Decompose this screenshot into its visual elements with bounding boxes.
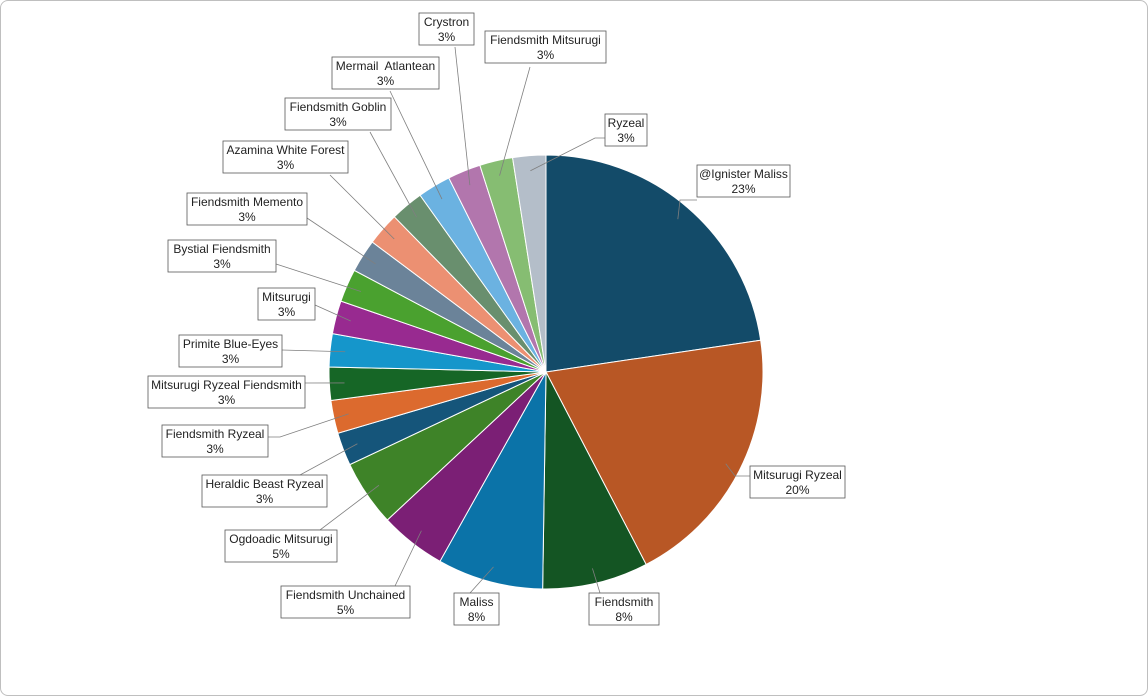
slice-label: Mitsurugi Ryzeal <box>753 468 842 482</box>
callout-box <box>222 140 349 174</box>
slice-percent: 3% <box>617 131 635 145</box>
slice-percent: 3% <box>329 115 347 129</box>
callout-box <box>604 113 648 147</box>
leader-line-ignister-maliss <box>677 199 697 220</box>
callout-box <box>696 164 791 198</box>
slice-label: Maliss <box>459 595 493 609</box>
leader-line-fiendsmith-memento <box>306 217 376 265</box>
pie-slice-fiendsmith <box>542 371 647 590</box>
callout-box <box>418 12 475 46</box>
callout-box <box>167 239 277 273</box>
callout-box <box>284 97 392 131</box>
slice-label: Ogdoadic Mitsurugi <box>229 532 332 546</box>
leader-line-fiendsmith-mitsurugi <box>499 66 531 176</box>
slice-label: Mitsurugi Ryzeal Fiendsmith <box>151 378 302 392</box>
slice-percent: 20% <box>785 483 809 497</box>
callout-box <box>257 287 316 321</box>
callout-box <box>147 375 306 409</box>
slice-label: Fiendsmith Mitsurugi <box>490 33 601 47</box>
callout-box <box>484 30 607 64</box>
callout-box <box>161 424 269 458</box>
slice-label: Fiendsmith <box>595 595 654 609</box>
leader-line-fiendsmith-ryzeal <box>268 413 349 438</box>
slice-percent: 8% <box>468 610 486 624</box>
slice-percent: 3% <box>438 30 456 44</box>
leader-line-ryzeal <box>530 137 605 172</box>
slice-percent: 3% <box>238 210 256 224</box>
slice-percent: 23% <box>731 182 755 196</box>
slice-label: Bystial Fiendsmith <box>173 242 270 256</box>
leader-line-azamina-white-forest <box>329 174 395 240</box>
slice-percent: 3% <box>277 158 295 172</box>
leader-line-mitsurugi-ryzeal <box>725 463 750 477</box>
slice-label: Ryzeal <box>608 116 645 130</box>
slice-label: Fiendsmith Ryzeal <box>166 427 265 441</box>
leader-line-fiendsmith <box>592 568 601 594</box>
callout-box <box>588 592 660 626</box>
slice-percent: 3% <box>256 492 274 506</box>
callout-box <box>186 192 308 226</box>
slice-label: Fiendsmith Memento <box>191 195 303 209</box>
callout-box <box>224 529 338 563</box>
slice-label: Fiendsmith Unchained <box>286 588 405 602</box>
leader-line-mermail-atlantean <box>389 90 443 200</box>
pie-slices <box>328 154 764 590</box>
slice-label: Crystron <box>424 15 469 29</box>
slice-percent: 3% <box>218 393 236 407</box>
callout-box <box>749 465 846 499</box>
slice-percent: 3% <box>377 74 395 88</box>
slice-percent: 5% <box>272 547 290 561</box>
pie-slice-mitsurugi-ryzeal <box>545 339 764 566</box>
callout-box <box>201 474 328 508</box>
leader-line-crystron <box>454 46 471 186</box>
slice-percent: 5% <box>337 603 355 617</box>
pie-slice-ignister-maliss <box>545 154 762 373</box>
slice-label: Mitsurugi <box>262 290 311 304</box>
slice-label: @Ignister Maliss <box>699 167 788 181</box>
leader-line-primite-blue-eyes <box>281 349 346 353</box>
slice-percent: 3% <box>278 305 296 319</box>
leader-line-maliss <box>469 566 494 594</box>
callout-box <box>453 592 500 626</box>
leader-line-bystial-fiendsmith <box>275 263 362 292</box>
slice-label: Azamina White Forest <box>226 143 345 157</box>
slice-label: Fiendsmith Goblin <box>290 100 387 114</box>
leader-line-mitsurugi <box>314 304 351 322</box>
slice-label: Mermail Atlantean <box>336 59 435 73</box>
pie-slice-maliss <box>439 371 547 590</box>
slice-percent: 3% <box>206 442 224 456</box>
callout-box <box>178 334 283 368</box>
slice-percent: 3% <box>222 352 240 366</box>
leader-line-fiendsmith-goblin <box>369 131 417 218</box>
slice-percent: 3% <box>213 257 231 271</box>
slice-label: Heraldic Beast Ryzeal <box>205 477 323 491</box>
callout-box <box>280 585 411 619</box>
pie-slice-ryzeal <box>511 154 547 373</box>
slice-percent: 3% <box>537 48 555 62</box>
slice-label: Primite Blue-Eyes <box>183 337 278 351</box>
callout-box <box>331 56 440 90</box>
slice-percent: 8% <box>615 610 633 624</box>
